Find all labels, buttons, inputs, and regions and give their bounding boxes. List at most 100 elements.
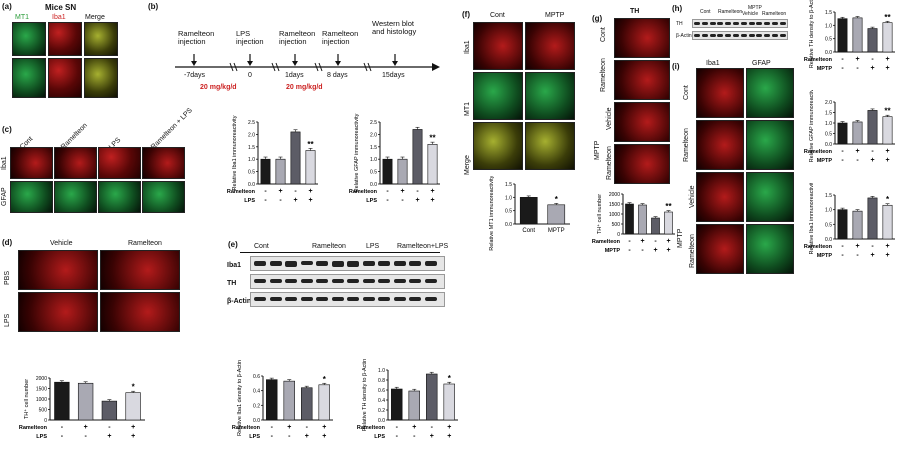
a-iba1-image [48,22,82,56]
y-tick-label: 0.2 [253,403,260,409]
blot-band [409,261,421,266]
chart-g-th: 0 500 1000 1500 2000 TH⁺ cell number - - + - - + ** +… [592,192,675,254]
blot-band [316,279,328,283]
y-tick-label: 2.0 [825,100,832,106]
bar [382,158,393,185]
row-label-second: LPS [36,434,47,440]
bar [852,17,863,53]
y-tick-label: 2000 [36,376,47,382]
ramelteon-sign: - [841,148,844,155]
blot-band [378,261,390,266]
bar [867,28,878,53]
blot-band [269,261,282,266]
y-axis-label: Relative TH density to β-Actin [809,0,815,68]
blot-band [393,297,406,301]
blot-band [393,261,406,266]
lps-sign: - [386,197,389,204]
g-th-mptp-ram [614,144,670,184]
bar [852,121,863,145]
e-row-1: TH [227,280,237,287]
f-row-1: MT1 [464,102,471,116]
lps-sign: + [885,65,889,72]
y-axis-label: Relative TH density to β-Actin [362,359,368,431]
c-iba1-ramlps [142,147,185,179]
row-label-ramelteon: Ramelteon [804,57,833,63]
significance-marker: ** [307,140,314,149]
lps-sign: + [322,433,326,440]
blot-band [772,22,778,25]
e-row-0: Iba1 [227,262,242,269]
ramelteon-sign: - [871,148,874,155]
ramelteon-sign: - [871,243,874,250]
row-label-ramelteon: Ramelteon [227,189,256,195]
a-col-iba1: Iba1 [52,14,66,21]
bar [837,122,848,145]
g-title: TH [630,8,640,15]
bar [427,144,438,185]
significance-marker: * [886,195,890,204]
timeline-arrowhead [432,63,440,71]
y-tick-label: 0.0 [378,418,385,424]
lps-sign: + [870,157,874,164]
b-event-4: Western blot and histology [372,19,417,36]
a-merge-zoom [84,58,118,98]
chart-c-gfap: 0.0 0.5 1.0 1.5 2.0 2.5 Relative GFAP immunore… [349,113,440,204]
a-merge-image [84,22,118,56]
lps-sign: + [430,197,434,204]
bar [301,387,313,421]
lps-sign: + [870,252,874,259]
row-label-second: MPTP [817,158,833,164]
blot-band [331,261,344,267]
y-tick-label: 1500 [609,202,620,208]
b-day-2: 1days [285,72,304,79]
row-label-ramelteon: Ramelteon [357,425,386,431]
x-tick-label: Cont [522,228,535,234]
panel-b-label: (b) [148,2,159,11]
lps-sign: - [841,252,844,259]
y-tick-label: 0.5 [825,222,832,228]
ramelteon-sign: - [871,56,874,63]
ramelteon-sign: - [654,238,657,245]
g-row-0: Cont [600,27,607,42]
blot-band [300,297,313,301]
h-group-3: Ramelteon [762,11,787,17]
h-group-0: Cont [700,9,711,15]
y-tick-label: 1.0 [378,368,385,374]
ramelteon-sign: + [412,424,416,431]
y-tick-label: 0.0 [253,418,260,424]
ramelteon-sign: + [855,148,859,155]
y-tick-label: 1000 [609,212,620,218]
y-tick-label: 1.5 [248,145,255,151]
c-col-3: Ramelteon + LPS [150,107,194,151]
row-label-second: MPTP [817,253,833,259]
ramelteon-sign: + [885,56,889,63]
g-group-mptp: MPTP [594,140,601,160]
blot-band [764,34,771,37]
lps-sign: + [293,197,297,204]
significance-marker: ** [665,202,672,211]
d-lps-vehicle [18,292,98,332]
blot-band [748,34,755,37]
f-merge-mptp [525,122,575,170]
blot-band [424,261,437,266]
blot-band [733,34,739,37]
chart-e-th: 0.0 0.2 0.4 0.6 0.8 1.0 Relative TH density to… [357,359,458,440]
ramelteon-sign: + [885,148,889,155]
panel-f-label: (f) [462,10,470,19]
lps-sign: - [279,197,282,204]
b-dose-0: 20 mg/kg/d [200,84,237,91]
blot-band [779,22,786,25]
h-row-0: TH [676,21,683,27]
blot-band [316,297,328,301]
blot-band [725,34,732,37]
c-gfap-lps [98,181,141,213]
i-col-0: Iba1 [706,60,720,67]
bar [305,150,316,185]
blot-band [378,279,390,283]
ramelteon-sign: + [640,238,644,245]
i-row-0: Cont [683,85,690,100]
b-day-0: -7days [184,72,206,79]
y-tick-label: 1.5 [825,193,832,199]
significance-marker: * [448,374,452,383]
bar [664,211,673,235]
